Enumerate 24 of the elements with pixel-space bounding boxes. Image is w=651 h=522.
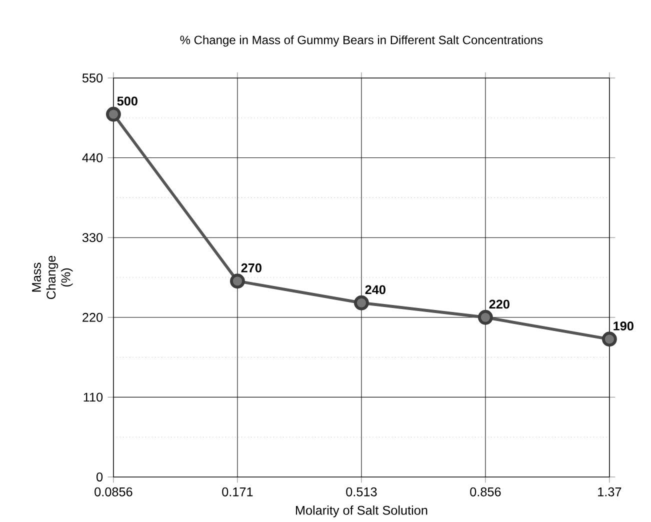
point bbox=[602, 332, 617, 347]
x-tick-label: 1.37 bbox=[598, 488, 622, 496]
point bbox=[106, 106, 121, 122]
x-tick-label: 0.171 bbox=[222, 488, 253, 496]
y-tick-label: 220 bbox=[82, 313, 103, 322]
x-tick-label: 0.856 bbox=[470, 488, 501, 496]
y-axis-title: Mass Change (%) bbox=[32, 256, 73, 300]
x-tick-label: 0.513 bbox=[346, 488, 377, 496]
chart-title: % Change in Mass of Gummy Bears in Different Salt Concentrations bbox=[180, 36, 543, 47]
y-tick-label: 550 bbox=[82, 74, 103, 83]
point bbox=[478, 310, 493, 325]
x-axis-title: Molarity of Salt Solution bbox=[296, 506, 428, 518]
point bbox=[354, 296, 369, 310]
y-tick-label: 110 bbox=[84, 392, 103, 402]
data-label: 270 bbox=[241, 264, 262, 273]
y-tick-label: 440 bbox=[82, 153, 103, 162]
y-tick-label: 0 bbox=[96, 472, 103, 482]
data-label: 190 bbox=[614, 322, 634, 331]
data-label: 220 bbox=[489, 300, 510, 309]
x-tick-label: 0.0856 bbox=[94, 488, 132, 496]
data-label: 240 bbox=[365, 285, 386, 294]
point bbox=[230, 274, 245, 289]
y-tick-label: 330 bbox=[82, 233, 103, 242]
data-label: 500 bbox=[117, 96, 138, 106]
